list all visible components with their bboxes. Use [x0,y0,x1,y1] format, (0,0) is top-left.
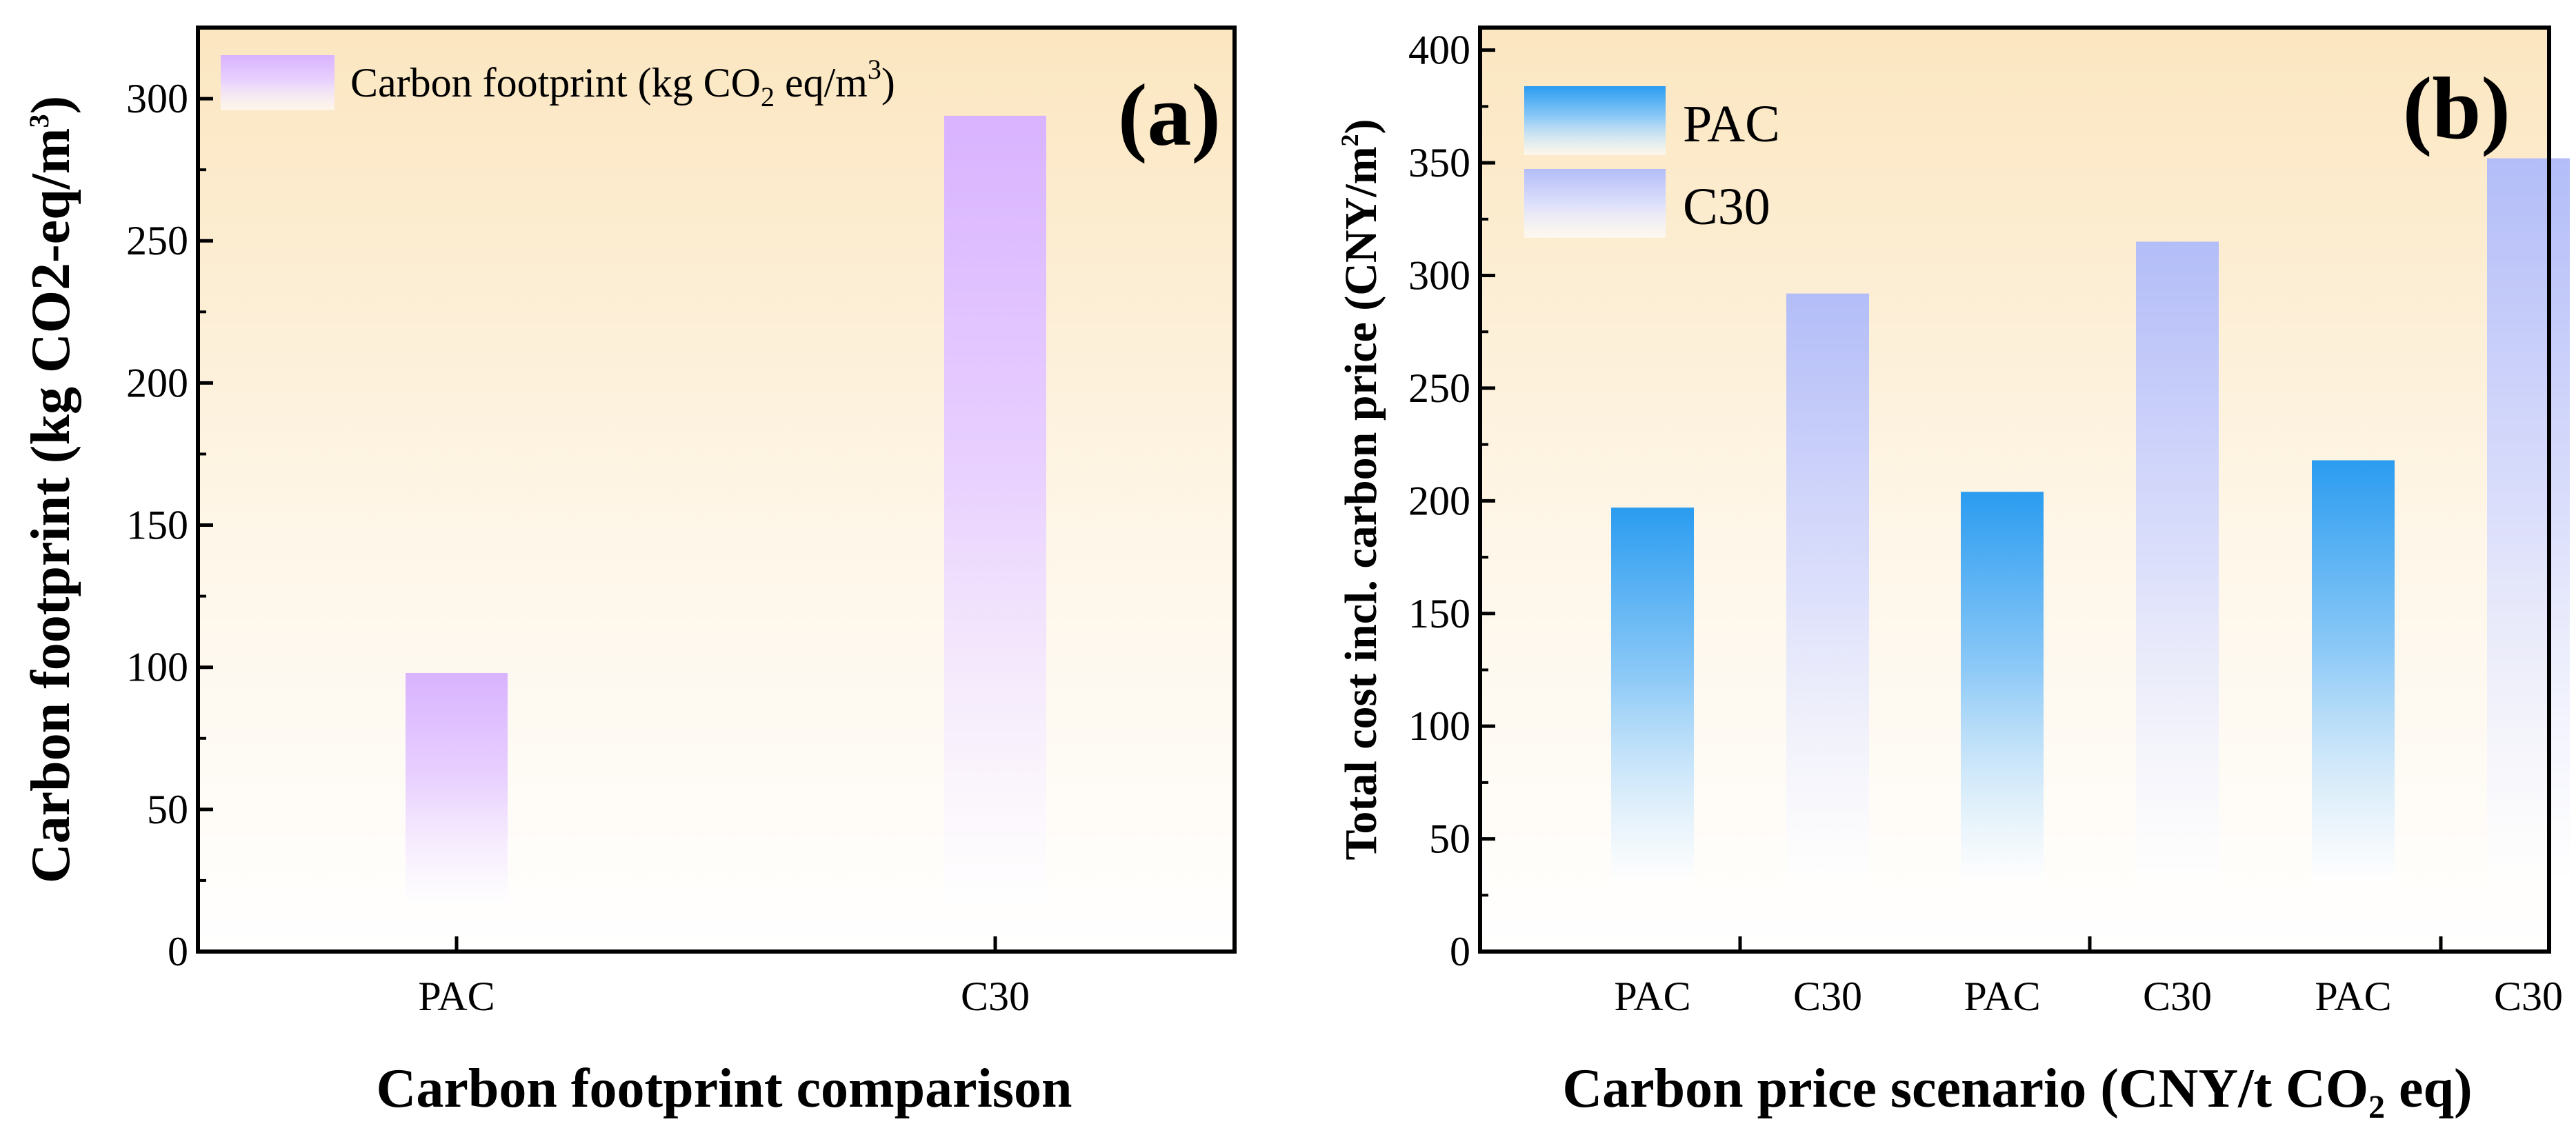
x-tick-label: PAC [418,974,495,1019]
legend-label-main: Carbon footprint (kg CO [350,60,761,105]
panel-b-x-axis-title: Carbon price scenario (CNY/t CO₂ eq) [1562,1058,2472,1119]
x-tick-label: PAC [2315,974,2391,1019]
panel-b-legend-label-pac: PAC [1683,95,1780,153]
panel-b-y-ticks: 0 50 100 150 200 250 300 350 400 [1408,28,1495,974]
y-tick-label: 200 [126,360,188,405]
y-tick-label: 50 [147,787,188,832]
panel-b-legend-swatch-pac [1524,86,1666,155]
panel-b-plot-frame [1478,26,2551,954]
panel-a-y-axis-title: Carbon footprint (kg CO2-eq/m3) [21,96,81,883]
y-tick-label: 250 [1408,365,1470,411]
y-tick-label: 0 [1450,929,1470,974]
panel-a-legend-swatch [221,55,335,110]
y-title-sup: 2 [1336,134,1364,146]
bar-group3-pac [2312,460,2395,883]
panel-b-y-axis-title: Total cost incl. carbon price (CNY/m2) [1336,119,1386,860]
bar-group2-pac [1961,492,2044,883]
y-tick-label: 400 [1408,28,1470,73]
panel-b-legend-label-c30: C30 [1683,178,1770,236]
bar-group1-pac [1611,507,1694,883]
panel-a-label: (a) [1118,66,1221,164]
y-tick-label: 200 [1408,478,1470,523]
panel-a-x-ticks: PAC C30 [418,936,1030,1019]
bar-group1-c30 [1786,293,1869,883]
x-tick-label: C30 [1793,974,1862,1019]
bar-pac [406,672,508,907]
y-tick-label: 300 [1408,253,1470,299]
y-tick-label: 250 [126,218,188,263]
y-title-end: ) [1336,119,1386,134]
x-tick-label: C30 [2143,974,2212,1019]
panel-a-plot-background [198,28,1235,952]
y-tick-label: 50 [1429,816,1470,862]
bar-group2-c30 [2136,241,2219,883]
legend-label-sup: 3 [868,54,881,85]
panel-b-bars [1611,158,2570,883]
x-tick-label: PAC [1614,974,1690,1019]
panel-a-legend-label: Carbon footprint (kg CO2 eq/m3) [350,54,895,112]
y-tick-label: 150 [1408,591,1470,636]
y-tick-label: 350 [1408,140,1470,185]
panel-a-x-axis-title: Carbon footprint comparison [377,1058,1072,1119]
y-tick-label: 0 [168,929,188,974]
panel-a: 0 50 100 150 200 250 300 PAC C30 Carbon footpri… [21,26,1237,1119]
y-title-main: Carbon footprint (kg CO2-eq/m [21,128,81,884]
x-tick-label: C30 [961,974,1030,1019]
x-tick-label: C30 [2494,974,2563,1019]
x-tick-label: PAC [1964,974,2040,1019]
panel-b-legend-swatch-c30 [1524,169,1666,238]
y-tick-label: 300 [126,76,188,121]
y-tick-label: 100 [126,645,188,690]
legend-label-mid: eq/m [775,60,868,105]
panel-a-y-ticks: 0 50 100 150 200 250 300 [126,76,213,974]
y-tick-label: 100 [1408,703,1470,749]
panel-b-x-ticks: PAC C30 PAC C30 PAC C30 [1614,936,2563,1019]
bar-c30 [944,115,1046,907]
panel-a-bars [406,115,1046,907]
y-tick-label: 150 [126,503,188,548]
y-title-main: Total cost incl. carbon price (CNY/m [1336,146,1386,860]
panel-b-label: (b) [2403,59,2510,157]
y-title-sup: 3 [23,114,54,128]
bar-group3-c30 [2487,158,2570,883]
y-title-end: ) [21,96,81,114]
panel-a-plot-frame [196,26,1237,954]
panel-a-legend: Carbon footprint (kg CO2 eq/m3) [221,54,895,112]
panel-b-legend: PAC C30 [1524,86,1780,238]
legend-label-end: ) [881,60,895,105]
legend-label-sub: 2 [761,81,775,112]
